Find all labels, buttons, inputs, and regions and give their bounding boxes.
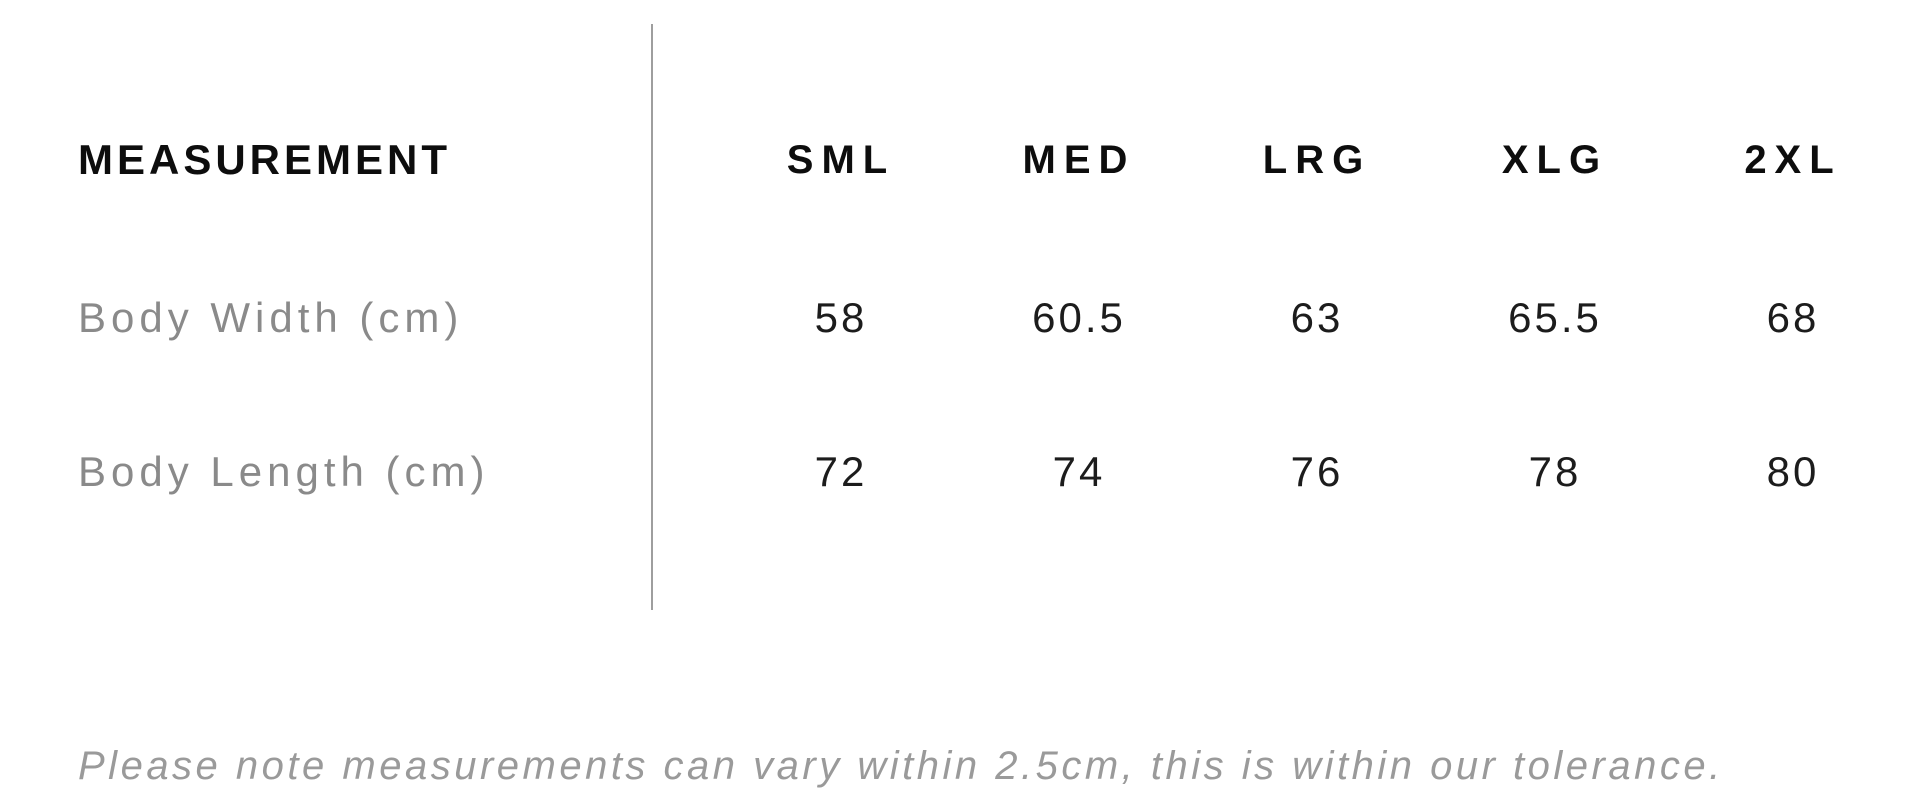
- body-width-value-xlg: 65.5: [1508, 294, 1602, 341]
- row-label-body-width: Body Width (cm): [78, 294, 464, 341]
- size-column-header-xlg: XLG: [1501, 137, 1609, 182]
- body-length-value-2xl: 80: [1766, 448, 1820, 495]
- body-length-value-sml: 72: [814, 448, 868, 495]
- body-length-value-med: 74: [1052, 448, 1106, 495]
- size-column-header-lrg: LRG: [1262, 137, 1372, 182]
- column-divider: [651, 24, 653, 610]
- body-width-value-med: 60.5: [1032, 294, 1126, 341]
- row-label-body-length: Body Length (cm): [78, 448, 490, 495]
- body-width-value-lrg: 63: [1290, 294, 1344, 341]
- body-length-value-lrg: 76: [1290, 448, 1344, 495]
- body-length-value-xlg: 78: [1528, 448, 1582, 495]
- measurement-column-header: MEASUREMENT: [78, 136, 452, 183]
- body-width-value-2xl: 68: [1766, 294, 1820, 341]
- size-column-header-med: MED: [1022, 137, 1136, 182]
- note-row: Please note measurements can vary within…: [78, 716, 1724, 805]
- size-column-header-2xl: 2XL: [1744, 137, 1842, 182]
- table-header-row: MEASUREMENT SML MED LRG XLG 2XL: [0, 110, 1912, 210]
- body-width-value-sml: 58: [814, 294, 868, 341]
- table-row-body-width: Body Width (cm) 58 60.5 63 65.5 68: [0, 268, 1912, 368]
- table-row-body-length: Body Length (cm) 72 74 76 78 80: [0, 422, 1912, 522]
- size-column-header-sml: SML: [786, 137, 896, 182]
- tolerance-note: Please note measurements can vary within…: [78, 743, 1724, 788]
